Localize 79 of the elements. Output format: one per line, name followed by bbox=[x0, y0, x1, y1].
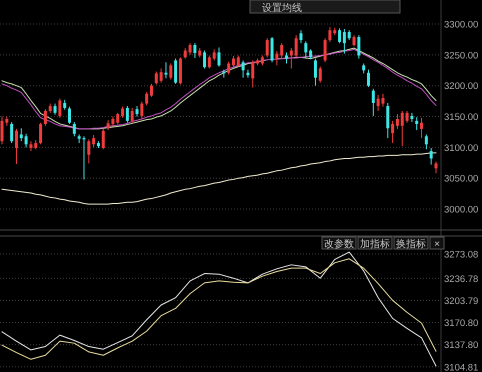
candlestick bbox=[193, 42, 196, 58]
candlestick bbox=[415, 116, 418, 131]
candlestick bbox=[0, 116, 4, 145]
candlestick bbox=[430, 147, 433, 166]
y-tick-label: 3170.80 bbox=[444, 318, 478, 330]
candlestick bbox=[242, 60, 245, 78]
candlestick bbox=[82, 136, 86, 180]
candlestick bbox=[10, 122, 14, 144]
candlestick bbox=[198, 48, 202, 58]
y-tick-label: 3203.79 bbox=[444, 296, 478, 307]
annotation: × bbox=[434, 239, 440, 250]
candlestick bbox=[236, 54, 240, 68]
candlestick bbox=[29, 140, 32, 152]
candlestick bbox=[376, 94, 380, 112]
y-tick-label: 3273.08 bbox=[444, 250, 478, 261]
candlestick bbox=[72, 122, 76, 137]
candlestick bbox=[366, 69, 370, 88]
candlestick bbox=[5, 116, 8, 126]
candlestick bbox=[357, 34, 360, 60]
y-tick-label: 3100.00 bbox=[444, 142, 478, 154]
candlestick bbox=[299, 30, 302, 44]
candlestick bbox=[218, 46, 220, 68]
y-tick-label: 3300.00 bbox=[444, 20, 478, 31]
candlestick bbox=[44, 108, 47, 126]
candlestick bbox=[102, 128, 105, 150]
candlestick bbox=[372, 88, 375, 116]
candlestick bbox=[169, 63, 172, 80]
candlestick bbox=[285, 52, 288, 64]
candlestick bbox=[410, 112, 414, 123]
candlestick bbox=[34, 139, 38, 150]
candlestick bbox=[406, 110, 409, 124]
candlestick bbox=[424, 134, 428, 150]
candlestick bbox=[381, 93, 384, 108]
candlestick bbox=[386, 102, 390, 139]
candlestick bbox=[314, 58, 317, 86]
candlestick bbox=[232, 56, 235, 68]
y-tick-label: 3104.81 bbox=[444, 362, 478, 372]
line-series bbox=[2, 152, 436, 205]
annotation: 加指标 bbox=[360, 238, 390, 250]
candlestick bbox=[270, 36, 274, 63]
candlestick bbox=[136, 106, 139, 118]
y-tick-label: 3250.00 bbox=[444, 50, 478, 62]
candlestick bbox=[174, 58, 178, 84]
candlestick bbox=[63, 99, 66, 110]
candlestick bbox=[352, 34, 356, 47]
candlestick bbox=[338, 28, 342, 44]
candlestick bbox=[68, 106, 72, 124]
candlestick bbox=[324, 38, 327, 63]
candlestick bbox=[145, 91, 148, 106]
candlestick bbox=[54, 103, 57, 116]
candlestick bbox=[434, 161, 438, 174]
y-tick-label: 3000.00 bbox=[444, 204, 478, 216]
candlestick bbox=[48, 103, 52, 114]
candlestick bbox=[318, 66, 322, 84]
candlestick bbox=[106, 120, 110, 131]
candlestick bbox=[391, 120, 394, 144]
candlestick bbox=[121, 106, 124, 118]
y-tick-label: 3236.78 bbox=[444, 274, 478, 285]
candlestick bbox=[150, 83, 153, 98]
y-tick-label: 3050.00 bbox=[444, 174, 478, 185]
candlestick bbox=[130, 107, 134, 124]
candlestick bbox=[184, 48, 187, 60]
candlestick bbox=[14, 128, 18, 165]
y-tick-label: 3150.00 bbox=[444, 112, 478, 124]
candlestick bbox=[362, 63, 366, 74]
annotation: 设置均线 bbox=[262, 2, 302, 14]
candlestick bbox=[188, 42, 192, 56]
candlestick bbox=[260, 54, 264, 66]
candlestick bbox=[420, 117, 424, 139]
candlestick bbox=[227, 61, 230, 76]
candlestick bbox=[126, 106, 129, 124]
candlestick bbox=[58, 98, 62, 118]
y-tick-label: 3200.00 bbox=[444, 81, 478, 92]
annotation: 改参数 bbox=[324, 238, 354, 250]
candlestick bbox=[203, 50, 206, 69]
candlestick bbox=[39, 122, 42, 145]
candlestick bbox=[266, 38, 269, 58]
y-tick-label: 3137.80 bbox=[444, 340, 478, 352]
candlestick bbox=[140, 101, 144, 120]
